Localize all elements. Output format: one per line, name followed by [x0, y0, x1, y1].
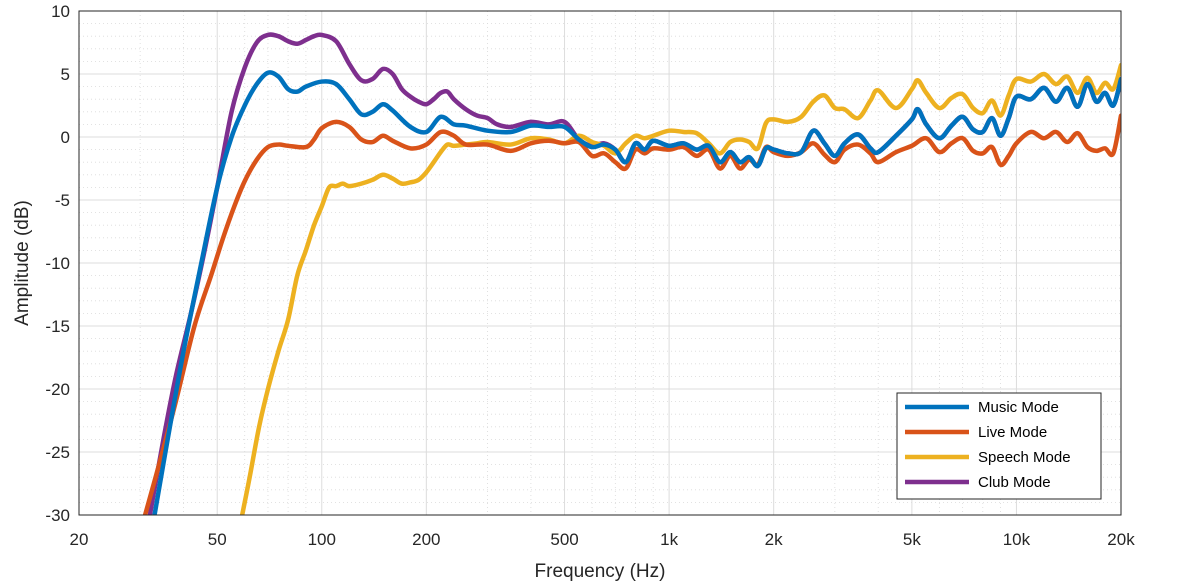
y-tick-label: -5 — [55, 191, 70, 210]
legend-label-music-mode: Music Mode — [978, 399, 1059, 416]
x-tick-label: 10k — [1003, 530, 1031, 549]
x-tick-label: 20 — [70, 530, 89, 549]
series-line-speech-mode — [239, 62, 1121, 515]
y-tick-label: 10 — [51, 2, 70, 21]
y-tick-label: 5 — [61, 65, 70, 84]
x-tick-label: 20k — [1107, 530, 1135, 549]
x-axis-title: Frequency (Hz) — [535, 561, 666, 582]
x-tick-label: 50 — [208, 530, 227, 549]
series-layer — [142, 32, 1121, 515]
x-tick-label: 1k — [660, 530, 678, 549]
y-tick-label: -25 — [45, 443, 70, 462]
y-tick-labels: -30 -25 -20 -15 -10 -5 0 5 10 — [45, 2, 70, 525]
x-tick-label: 500 — [550, 530, 578, 549]
y-tick-label: -30 — [45, 506, 70, 525]
x-tick-labels: 20 50 100 200 500 1k 2k 5k 10k 20k — [70, 530, 1136, 549]
x-tick-label: 5k — [903, 530, 921, 549]
plot-frame — [78, 10, 1122, 516]
y-tick-label: -10 — [45, 254, 70, 273]
y-tick-label: 0 — [61, 128, 70, 147]
y-axis-title: Amplitude (dB) — [12, 200, 33, 326]
series-line-music-mode — [152, 70, 1121, 515]
x-tick-label: 200 — [412, 530, 440, 549]
series-line-live-mode — [142, 113, 1121, 515]
x-tick-label: 2k — [765, 530, 783, 549]
legend-label-speech-mode: Speech Mode — [978, 449, 1071, 466]
legend: Music Mode Live Mode Speech Mode Club Mode — [896, 392, 1102, 500]
y-tick-label: -15 — [45, 317, 70, 336]
legend-label-club-mode: Club Mode — [978, 474, 1051, 491]
y-tick-label: -20 — [45, 380, 70, 399]
legend-label-live-mode: Live Mode — [978, 424, 1047, 441]
x-tick-label: 100 — [308, 530, 336, 549]
legend-box — [896, 392, 1102, 500]
